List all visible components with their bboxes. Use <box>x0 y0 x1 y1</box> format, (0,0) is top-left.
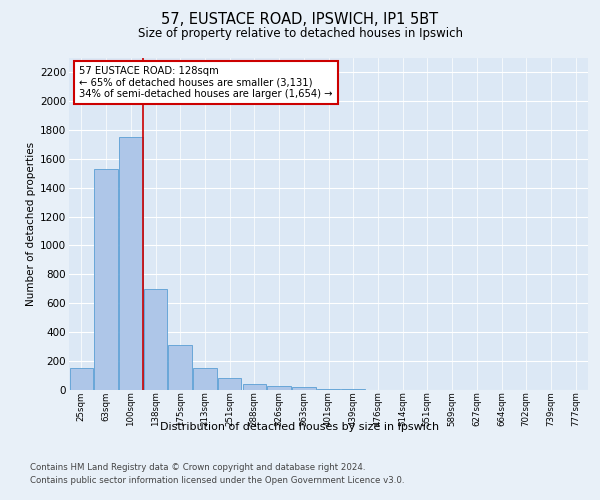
Bar <box>242 384 266 390</box>
Text: Contains public sector information licensed under the Open Government Licence v3: Contains public sector information licen… <box>30 476 404 485</box>
Bar <box>268 386 291 390</box>
Text: Contains HM Land Registry data © Crown copyright and database right 2024.: Contains HM Land Registry data © Crown c… <box>30 462 365 471</box>
Y-axis label: Number of detached properties: Number of detached properties <box>26 142 36 306</box>
Bar <box>292 387 316 390</box>
Text: 57 EUSTACE ROAD: 128sqm
← 65% of detached houses are smaller (3,131)
34% of semi: 57 EUSTACE ROAD: 128sqm ← 65% of detache… <box>79 66 333 99</box>
Bar <box>94 169 118 390</box>
Text: Distribution of detached houses by size in Ipswich: Distribution of detached houses by size … <box>160 422 440 432</box>
Text: 57, EUSTACE ROAD, IPSWICH, IP1 5BT: 57, EUSTACE ROAD, IPSWICH, IP1 5BT <box>161 12 439 28</box>
Text: Size of property relative to detached houses in Ipswich: Size of property relative to detached ho… <box>137 28 463 40</box>
Bar <box>218 378 241 390</box>
Bar <box>70 368 93 390</box>
Bar <box>119 137 143 390</box>
Bar <box>317 388 340 390</box>
Bar <box>169 345 192 390</box>
Bar <box>144 289 167 390</box>
Bar <box>193 368 217 390</box>
